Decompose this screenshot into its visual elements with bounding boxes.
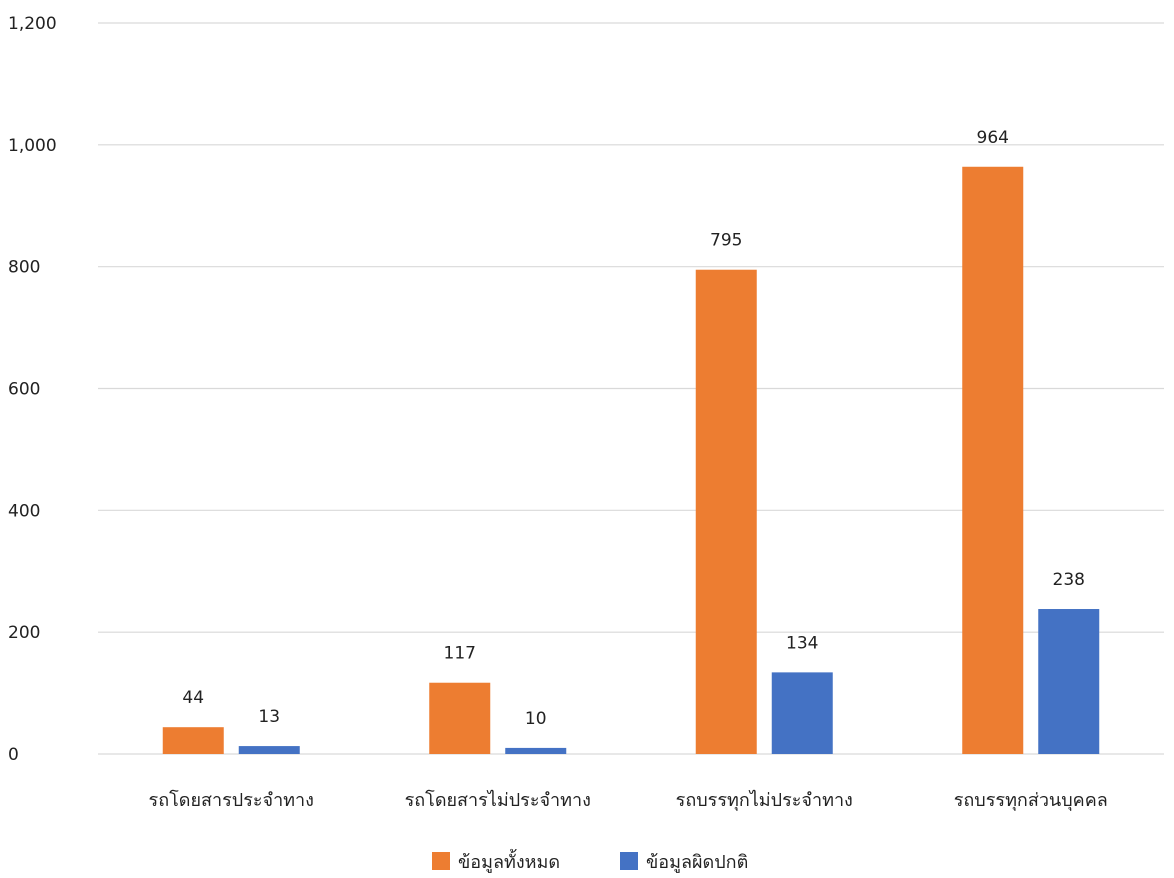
data-labels: 44 13 117 10 795 134 964 238 [182,128,1085,729]
bars [162,166,1100,755]
gridlines [98,22,1164,755]
category-label: รถบรรทุกไม่ประจำทาง [676,789,853,811]
data-label: 117 [444,644,476,664]
legend-label: ข้อมูลทั้งหมด [458,849,560,873]
y-tick-label: 1,200 [8,14,57,34]
bar-total-3 [962,166,1024,755]
y-tick-label: 200 [8,623,40,643]
y-tick-label: 800 [8,258,40,278]
bar-total-1 [429,682,491,754]
category-label: รถโดยสารไม่ประจำทาง [405,789,591,811]
legend: ข้อมูลทั้งหมด ข้อมูลผิดปกติ [432,849,748,873]
data-label: 134 [786,633,818,653]
bar-anomaly-0 [238,746,300,754]
category-label: รถโดยสารประจำทาง [149,789,314,811]
x-axis-categories: รถโดยสารประจำทาง รถโดยสารไม่ประจำทาง รถบรร… [149,789,1108,811]
y-tick-label: 600 [8,380,40,400]
legend-label: ข้อมูลผิดปกติ [646,852,748,873]
category-label: รถบรรทุกส่วนบุคคล [954,790,1108,811]
y-axis-ticks: 0 200 400 600 800 1,000 1,200 [8,14,57,765]
bar-anomaly-3 [1038,609,1100,754]
bar-total-0 [162,727,224,754]
y-tick-label: 400 [8,501,40,521]
data-label: 795 [710,231,742,251]
bar-total-2 [695,269,757,754]
data-label: 13 [258,707,280,727]
data-label: 964 [977,128,1009,148]
y-tick-label: 1,000 [8,136,57,156]
legend-swatch [432,852,450,870]
bar-anomaly-1 [505,747,567,754]
legend-swatch [620,852,638,870]
bar-anomaly-2 [771,672,833,754]
data-label: 44 [182,688,204,708]
data-label: 238 [1053,570,1085,590]
y-tick-label: 0 [8,745,19,765]
data-label: 10 [525,709,547,729]
